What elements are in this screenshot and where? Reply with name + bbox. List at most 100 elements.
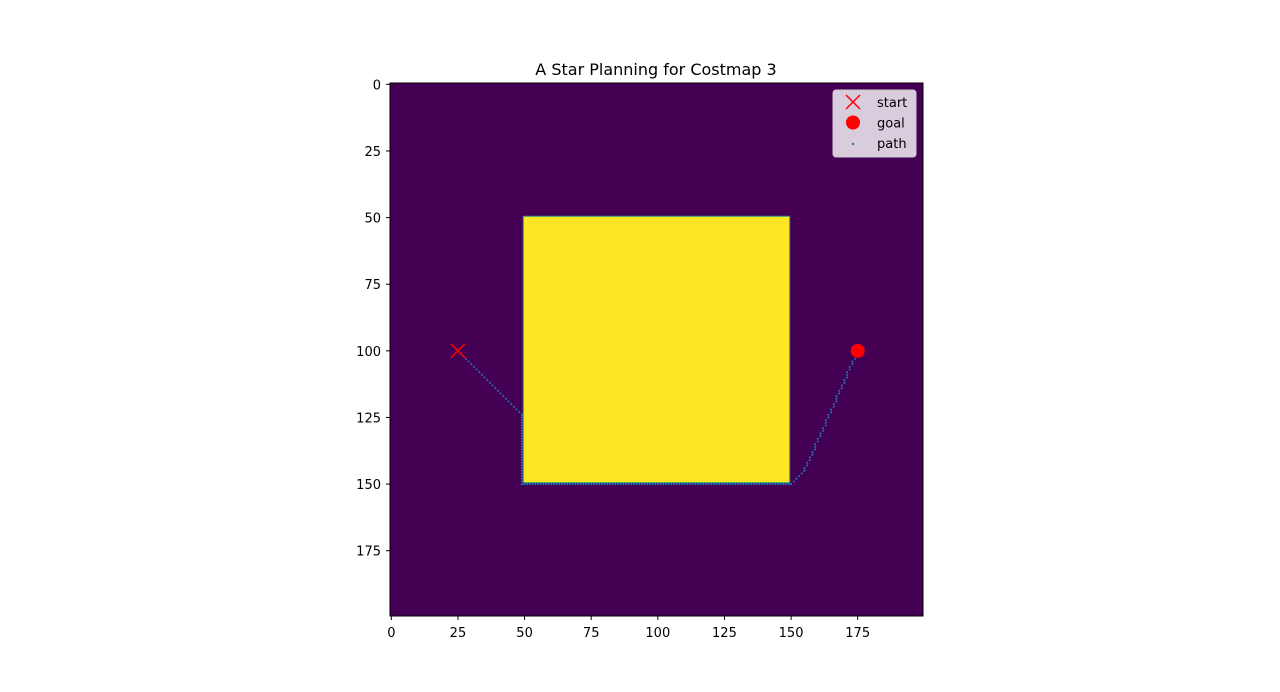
path-point [640, 483, 643, 486]
path-point [603, 483, 606, 486]
path-point [520, 469, 523, 472]
start-marker-stroke [450, 343, 466, 359]
path-point [699, 483, 702, 486]
path-point [600, 483, 603, 486]
path-point [616, 483, 619, 486]
path-point [763, 483, 766, 486]
path-point [835, 400, 838, 403]
path-point [758, 483, 761, 486]
plot-area [389, 82, 924, 617]
y-tick-label: 150 [356, 478, 381, 493]
path-point [520, 475, 523, 478]
path-point [472, 365, 475, 368]
y-tick-label: 75 [364, 278, 381, 293]
path-point [520, 421, 523, 424]
path-point [606, 483, 609, 486]
path-point [822, 429, 825, 432]
x-tick-label: 150 [779, 626, 804, 641]
path-point [539, 483, 542, 486]
path-point [734, 483, 737, 486]
x-tick-label: 0 [387, 626, 395, 641]
path-point [520, 477, 523, 480]
path-point [662, 483, 665, 486]
path-point [582, 483, 585, 486]
path-point [560, 483, 563, 486]
y-tick-label: 100 [356, 345, 381, 360]
path-point [646, 483, 649, 486]
path-point [790, 483, 793, 486]
path-point [622, 483, 625, 486]
path-point [520, 427, 523, 430]
path-point [550, 483, 553, 486]
chart-title: A Star Planning for Costmap 3 [535, 60, 776, 79]
path-point [683, 483, 686, 486]
path-point [672, 483, 675, 486]
path-point [536, 483, 539, 486]
path-point [467, 360, 470, 363]
path-point [608, 483, 611, 486]
legend: start goal path [832, 89, 917, 158]
path-point [512, 405, 515, 408]
path-point [688, 483, 691, 486]
path-point [502, 395, 505, 398]
path-point [507, 400, 510, 403]
path-point [624, 483, 627, 486]
path-point [731, 483, 734, 486]
path-point [795, 477, 798, 480]
path-point [726, 483, 729, 486]
path-point [504, 397, 507, 400]
path-point [824, 421, 827, 424]
path-point [811, 453, 814, 456]
path-point [587, 483, 590, 486]
path-point [816, 440, 819, 443]
path-point [747, 483, 750, 486]
path-point [520, 456, 523, 459]
path-point [552, 483, 555, 486]
path-point [558, 483, 561, 486]
path-point [760, 483, 763, 486]
path-point [846, 371, 849, 374]
path-point [579, 483, 582, 486]
path-point [667, 483, 670, 486]
path-point [520, 451, 523, 454]
path-point [632, 483, 635, 486]
path-point [800, 472, 803, 475]
path-point [702, 483, 705, 486]
path-point [566, 483, 569, 486]
path-point [563, 483, 566, 486]
path-point [808, 456, 811, 459]
path-point [723, 483, 726, 486]
path-point [496, 389, 499, 392]
path-point [611, 483, 614, 486]
path-point [542, 483, 545, 486]
path-point [483, 376, 486, 379]
path-point [715, 483, 718, 486]
legend-label-start: start [877, 96, 907, 111]
path-point [824, 419, 827, 422]
path-point [499, 392, 502, 395]
path-point [816, 437, 819, 440]
path-point [574, 483, 577, 486]
legend-box [832, 89, 917, 158]
path-point [520, 445, 523, 448]
start-marker [450, 343, 466, 359]
path-point [630, 483, 633, 486]
path-point [814, 448, 817, 451]
path-point [755, 483, 758, 486]
path-point [808, 459, 811, 462]
path-point [523, 483, 526, 486]
path-point [520, 459, 523, 462]
path-point [627, 483, 630, 486]
path-point [806, 464, 809, 467]
path-point [718, 483, 721, 486]
path-point [696, 483, 699, 486]
path-point [846, 376, 849, 379]
path-point [819, 435, 822, 438]
path-point [779, 483, 782, 486]
x-tick-label: 75 [583, 626, 600, 641]
path-point [478, 371, 481, 374]
path-point [832, 403, 835, 406]
y-tick-label: 125 [356, 411, 381, 426]
path-point [598, 483, 601, 486]
